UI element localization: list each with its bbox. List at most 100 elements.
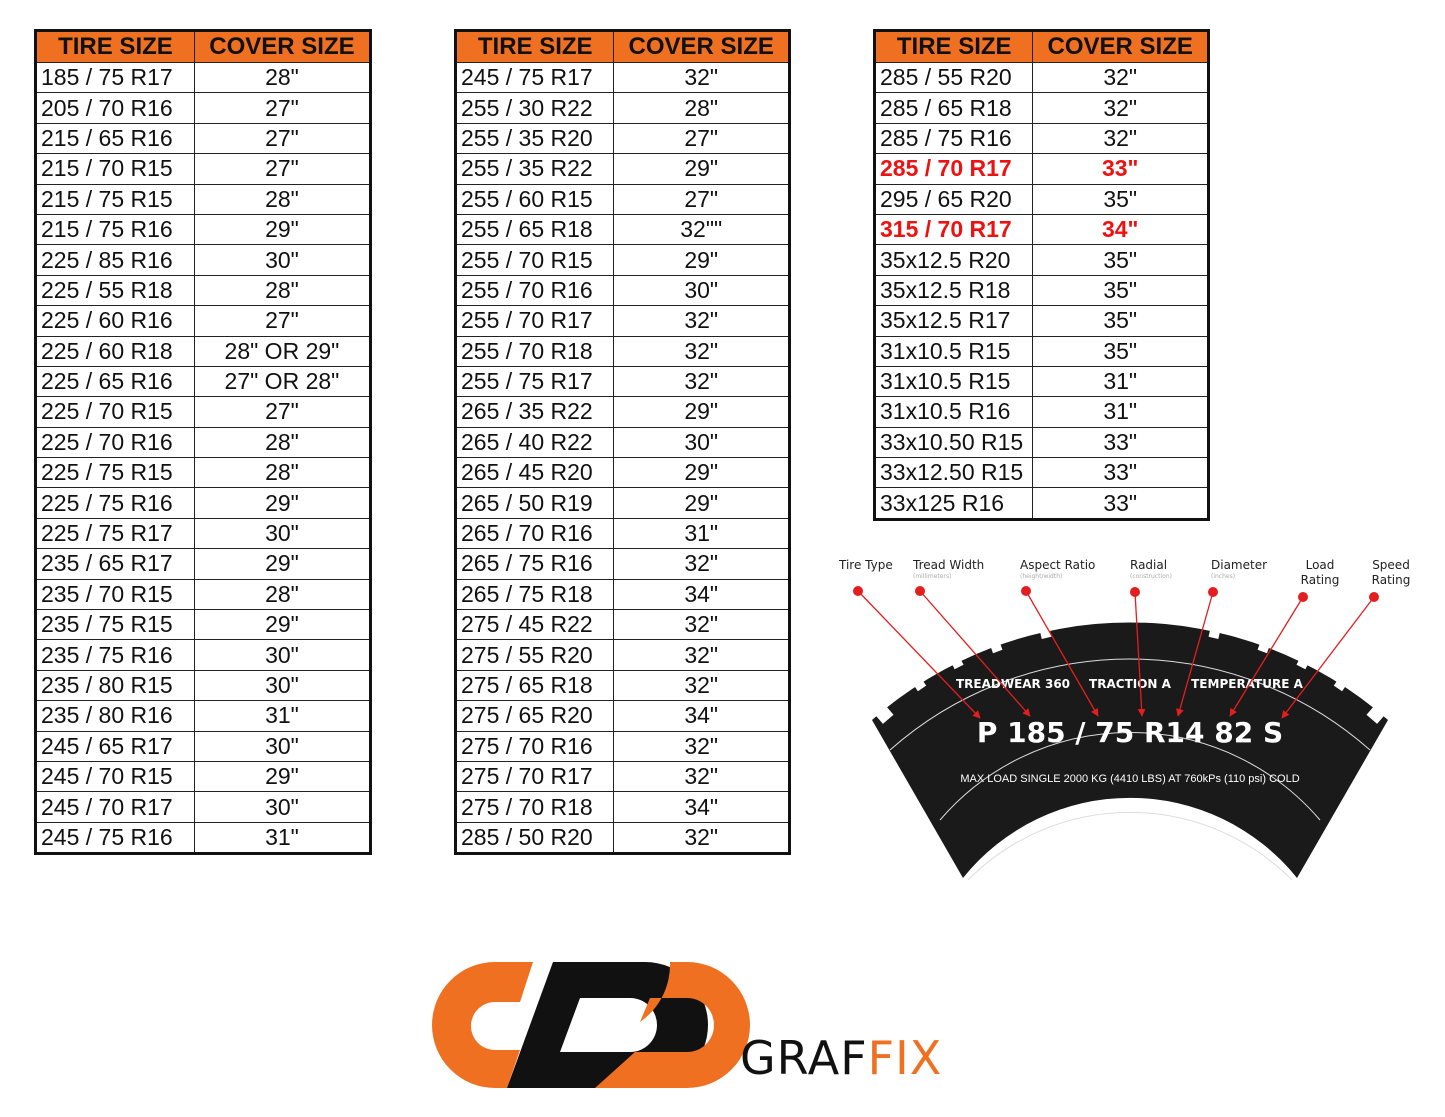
cover-size-cell: 32"	[1032, 122, 1209, 155]
cover-size-cell: 35"	[1032, 335, 1209, 367]
table-row: 265 / 75 R18 34"	[454, 578, 790, 611]
tire-size-cell: 285 / 65 R18	[873, 92, 1034, 124]
table-row: 275 / 70 R16 32"	[454, 730, 790, 762]
cover-size-cell: 35"	[1032, 183, 1209, 215]
tire-size-cell: 235 / 70 R15	[35, 578, 195, 611]
cover-size-cell: 33"	[1032, 457, 1209, 489]
tire-size-cell: 225 / 85 R16	[35, 244, 195, 276]
cover-size-cell: 29"	[193, 760, 372, 793]
cover-size-cell: 31"	[1032, 365, 1209, 398]
cover-size-cell: 29"	[613, 396, 790, 428]
cover-size-cell: 28"	[193, 183, 372, 215]
table-row: 205 / 70 R16 27"	[35, 92, 372, 124]
tire-size-cell: 285 / 75 R16	[873, 122, 1034, 155]
table-row: 245 / 70 R17 30"	[35, 791, 372, 823]
table-row: 225 / 75 R16 29"	[35, 487, 372, 519]
traction-text: TRACTION A	[1089, 677, 1172, 691]
tire-size-cell: 215 / 75 R15	[35, 183, 195, 215]
table-row: 255 / 70 R17 32"	[454, 305, 790, 337]
pointer-radial	[1134, 591, 1146, 717]
cover-size-cell: 30"	[193, 730, 372, 762]
cover-size-cell: 27"	[193, 396, 372, 428]
tire-size-cell: 285 / 50 R20	[454, 821, 615, 855]
pointer-diameter	[1176, 591, 1214, 717]
tire-size-cell: 265 / 75 R18	[454, 578, 615, 611]
table-row: 225 / 75 R15 28"	[35, 457, 372, 489]
tire-size-cell: 285 / 55 R20	[873, 61, 1034, 94]
logo-text-fix: FIX	[868, 1031, 943, 1085]
table-row: 33x12.50 R15 33"	[873, 457, 1209, 489]
cover-size-cell: 32"	[613, 305, 790, 337]
tire-size-cell: 265 / 40 R22	[454, 426, 615, 459]
cover-size-cell: 35"	[1032, 274, 1209, 307]
label-tire-type: Tire Type	[838, 558, 893, 572]
cover-size-cell: 29"	[193, 609, 372, 641]
tire-size-cell: 245 / 70 R15	[35, 760, 195, 793]
cover-size-cell: 27"	[193, 122, 372, 155]
tire-size-cell: 205 / 70 R16	[35, 92, 195, 124]
label-tread-width: Tread Width	[912, 558, 984, 572]
label-speed: Speed	[1372, 558, 1410, 572]
table-row: 215 / 75 R16 29"	[35, 213, 372, 246]
cover-size-cell: 28" OR 29"	[193, 335, 372, 367]
table-row: 285 / 70 R17 33"	[873, 153, 1209, 185]
pointer-tread-width	[919, 590, 1031, 717]
tire-size-cell: 35x12.5 R18	[873, 274, 1034, 307]
table-row: 265 / 45 R20 29"	[454, 457, 790, 489]
cover-size-cell: 34"	[1032, 213, 1209, 246]
table-row: 285 / 75 R16 32"	[873, 122, 1209, 155]
size-table-1: TIRE SIZE COVER SIZE 185 / 75 R17 28" 205 / …	[34, 29, 372, 856]
pointer-speed-rating	[1281, 596, 1375, 719]
tire-size-cell: 245 / 75 R17	[454, 61, 615, 94]
tread-notches	[868, 623, 1392, 724]
cover-size-cell: 29"	[193, 548, 372, 580]
table-row: 315 / 70 R17 34"	[873, 213, 1209, 246]
cover-size-cell: 29"	[193, 213, 372, 246]
table-row: 275 / 65 R20 34"	[454, 700, 790, 732]
tire-size-cell: 255 / 70 R16	[454, 274, 615, 307]
tire-size-cell: 235 / 80 R16	[35, 700, 195, 732]
cover-size-cell: 32"	[1032, 92, 1209, 124]
tire-size-cell: 225 / 70 R15	[35, 396, 195, 428]
cover-size-cell: 33"	[1032, 153, 1209, 185]
table-row: 31x10.5 R16 31"	[873, 396, 1209, 428]
table-row: 255 / 75 R17 32"	[454, 365, 790, 398]
tire-size-cell: 215 / 75 R16	[35, 213, 195, 246]
pointer-tire-type	[857, 590, 981, 719]
tire-size-cell: 235 / 65 R17	[35, 548, 195, 580]
table-row: 245 / 70 R15 29"	[35, 760, 372, 793]
tire-size-code: P 185 / 75 R14 82 S	[977, 716, 1283, 749]
table-row: 255 / 60 R15 27"	[454, 183, 790, 215]
tire-size-cell: 235 / 80 R15	[35, 669, 195, 702]
tire-size-cell: 235 / 75 R16	[35, 639, 195, 671]
table-row: 265 / 50 R19 29"	[454, 487, 790, 519]
cover-size-cell: 35"	[1032, 305, 1209, 337]
cover-size-cell: 30"	[193, 517, 372, 550]
label-radial: Radial	[1130, 558, 1167, 572]
tire-size-cell: 255 / 70 R17	[454, 305, 615, 337]
table-row: 35x12.5 R17 35"	[873, 305, 1209, 337]
pointer-load-rating	[1229, 596, 1304, 717]
tire-size-cell: 225 / 65 R16	[35, 365, 195, 398]
tire-size-cell: 225 / 55 R18	[35, 274, 195, 307]
table-header-row: TIRE SIZE COVER SIZE	[35, 30, 372, 63]
size-table-3: TIRE SIZE COVER SIZE 285 / 55 R20 32" 285 / …	[873, 29, 1210, 521]
tire-size-cell: 255 / 35 R20	[454, 122, 615, 155]
tire-size-cell: 275 / 70 R17	[454, 760, 615, 793]
label-radial-sub: (construction)	[1130, 573, 1172, 580]
tire-size-cell: 35x12.5 R20	[873, 244, 1034, 276]
tire-size-cell: 255 / 65 R18	[454, 213, 615, 246]
cover-size-cell: 31"	[613, 517, 790, 550]
table-row: 35x12.5 R18 35"	[873, 274, 1209, 307]
cover-size-cell: 28"	[613, 92, 790, 124]
tire-size-cell: 31x10.5 R16	[873, 396, 1034, 428]
graffix-logo: GRAFFIX	[432, 962, 943, 1088]
cover-size-cell: 30"	[193, 244, 372, 276]
table-row: 33x125 R16 33"	[873, 487, 1209, 520]
cover-size-cell: 28"	[193, 61, 372, 94]
cover-size-cell: 28"	[193, 457, 372, 489]
table-row: 245 / 75 R17 32"	[454, 61, 790, 94]
cover-size-cell: 32"	[613, 365, 790, 398]
table-row: 285 / 50 R20 32"	[454, 821, 790, 855]
tire-size-cell: 31x10.5 R15	[873, 335, 1034, 367]
